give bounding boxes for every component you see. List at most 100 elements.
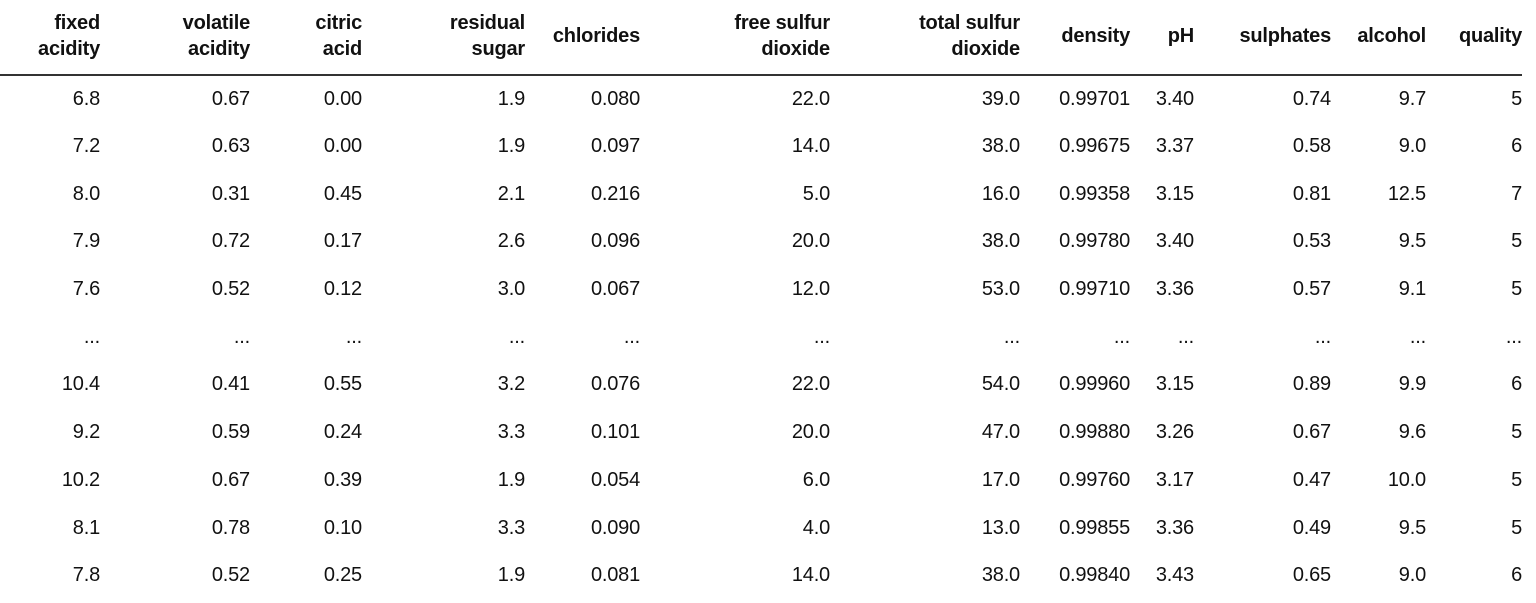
table-cell: 16.0 (981, 182, 1020, 205)
table-cell: 22.0 (791, 87, 830, 110)
table-cell: 10.4 (61, 373, 100, 396)
table-cell: 3.15 (1155, 373, 1194, 396)
table-cell: 6.8 (72, 87, 100, 110)
table-row: 8.1 0.78 0.10 3.3 0.090 4.0 13.0 0.99855 3.36 0.4… (0, 504, 1522, 552)
column-header: total sulfur dioxide (830, 0, 1020, 76)
table-cell: 5 (1511, 468, 1522, 491)
table-cell: 0.59 (211, 421, 250, 444)
table-cell: 39.0 (981, 87, 1020, 110)
table-cell: 9.6 (1398, 421, 1426, 444)
table-cell: ... (1505, 325, 1522, 348)
table-cell: 3.17 (1155, 468, 1194, 491)
table-cell: 3.37 (1155, 135, 1194, 158)
table-cell: 10.0 (1387, 468, 1426, 491)
table-cell: 0.52 (211, 564, 250, 587)
table-cell: 12.0 (791, 278, 830, 301)
table-cell: 0.31 (211, 182, 250, 205)
table-cell: 3.40 (1155, 230, 1194, 253)
table-cell: 0.65 (1292, 564, 1331, 587)
table-cell: 9.1 (1398, 278, 1426, 301)
table-cell: 53.0 (981, 278, 1020, 301)
table-cell: 0.78 (211, 516, 250, 539)
table-cell: 7.9 (72, 230, 100, 253)
table-cell: 0.097 (590, 135, 640, 158)
table-cell: 47.0 (981, 421, 1020, 444)
table-cell: 9.5 (1398, 230, 1426, 253)
table-cell: 0.99675 (1059, 135, 1130, 158)
table-cell: 2.1 (497, 182, 525, 205)
table-cell: 17.0 (981, 468, 1020, 491)
table-cell: 22.0 (791, 373, 830, 396)
column-header: sulphates (1194, 0, 1331, 76)
header-row: fixed acidity volatile acidity citric acid… (0, 0, 1522, 76)
table-cell: 0.58 (1292, 135, 1331, 158)
table-cell: 12.5 (1387, 182, 1426, 205)
table-cell: 1.9 (497, 564, 525, 587)
table-cell: 0.99780 (1059, 230, 1130, 253)
table-cell: 1.9 (497, 135, 525, 158)
column-header: volatile acidity (100, 0, 250, 76)
table-cell: 10.2 (61, 468, 100, 491)
table-cell: 0.39 (323, 468, 362, 491)
table-cell: ... (83, 325, 100, 348)
table-cell: 3.3 (497, 421, 525, 444)
table-cell: 0.72 (211, 230, 250, 253)
table-cell: 3.26 (1155, 421, 1194, 444)
table-cell: 1.9 (497, 468, 525, 491)
table-cell: 3.43 (1155, 564, 1194, 587)
table-cell: ... (1113, 325, 1130, 348)
table-cell: 0.101 (590, 421, 640, 444)
table-cell: 20.0 (791, 421, 830, 444)
table-cell: 0.53 (1292, 230, 1331, 253)
table-row: 10.4 0.41 0.55 3.2 0.076 22.0 54.0 0.99960 3.15 0… (0, 361, 1522, 409)
table-cell: 8.0 (72, 182, 100, 205)
table-cell: 14.0 (791, 135, 830, 158)
table-cell: 14.0 (791, 564, 830, 587)
table-cell: 5.0 (802, 182, 830, 205)
table-cell: 0.47 (1292, 468, 1331, 491)
column-header: free sulfur dioxide (640, 0, 830, 76)
table-cell: 6 (1511, 135, 1522, 158)
table-cell: 0.67 (1292, 421, 1331, 444)
table-cell: 9.2 (72, 421, 100, 444)
table-cell: 6 (1511, 373, 1522, 396)
table-cell: 0.99760 (1059, 468, 1130, 491)
column-header: fixed acidity (0, 0, 100, 76)
table-body: 6.8 0.67 0.00 1.9 0.080 22.0 39.0 0.99701 3.40 0.… (0, 75, 1522, 600)
table-cell: 3.2 (497, 373, 525, 396)
table-cell: 9.0 (1398, 564, 1426, 587)
column-header: citric acid (250, 0, 362, 76)
table-cell: 0.55 (323, 373, 362, 396)
table-cell: 7.8 (72, 564, 100, 587)
table-cell: 0.067 (590, 278, 640, 301)
table-cell: 0.52 (211, 278, 250, 301)
table-cell: 0.81 (1292, 182, 1331, 205)
table-cell: 0.054 (590, 468, 640, 491)
table-cell: 7.6 (72, 278, 100, 301)
table-cell: 3.36 (1155, 278, 1194, 301)
table-cell: 1.9 (497, 87, 525, 110)
table-cell: 0.41 (211, 373, 250, 396)
table-cell: 0.10 (323, 516, 362, 539)
table-row: 8.0 0.31 0.45 2.1 0.216 5.0 16.0 0.99358 3.15 0.8… (0, 170, 1522, 218)
table-cell: ... (813, 325, 830, 348)
table-cell: 0.12 (323, 278, 362, 301)
table-row: 9.2 0.59 0.24 3.3 0.101 20.0 47.0 0.99880 3.26 0.… (0, 409, 1522, 457)
table-cell: 5 (1511, 87, 1522, 110)
column-header: density (1020, 0, 1130, 76)
table-cell: 3.15 (1155, 182, 1194, 205)
table-cell: 0.99960 (1059, 373, 1130, 396)
table-cell: 0.99701 (1059, 87, 1130, 110)
column-header: residual sugar (362, 0, 525, 76)
table-cell: 0.216 (590, 182, 640, 205)
table-cell: 6 (1511, 564, 1522, 587)
column-header: quality (1426, 0, 1522, 76)
table-cell: 9.5 (1398, 516, 1426, 539)
table-cell: 0.89 (1292, 373, 1331, 396)
table-cell: 20.0 (791, 230, 830, 253)
table-cell: 0.49 (1292, 516, 1331, 539)
table-cell: 0.57 (1292, 278, 1331, 301)
table-cell: 5 (1511, 516, 1522, 539)
